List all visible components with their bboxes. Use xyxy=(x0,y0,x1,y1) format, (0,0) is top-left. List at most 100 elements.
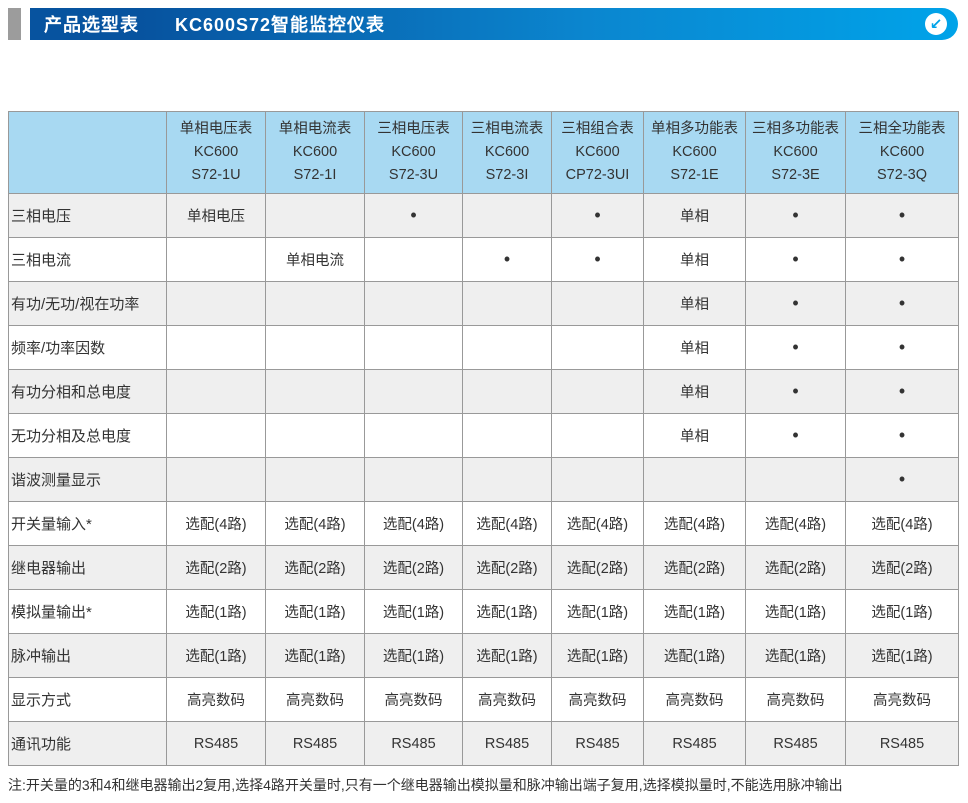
table-row-2: 三相电流 单相电流 • • 单相 • • xyxy=(8,237,959,282)
table-cell xyxy=(166,281,266,326)
table-cell xyxy=(462,457,552,502)
table-cell: • xyxy=(745,413,846,458)
table-cell xyxy=(462,281,552,326)
table-cell: • xyxy=(845,369,959,414)
table-row-11: 脉冲输出 选配(1路) 选配(1路) 选配(1路) 选配(1路) 选配(1路) 选配(1路)… xyxy=(8,633,959,678)
table-cell: RS485 xyxy=(643,721,746,766)
table-row-7: 谐波测量显示 • xyxy=(8,457,959,502)
table-cell: 选配(2路) xyxy=(551,545,644,590)
table-cell: 选配(4路) xyxy=(643,501,746,546)
column-header-7: 三相多功能表 KC600 S72-3E xyxy=(745,111,846,194)
table-cell: • xyxy=(845,281,959,326)
table-cell xyxy=(166,457,266,502)
page-header: 产品选型表 KC600S72智能监控仪表 ↙ xyxy=(0,0,968,48)
table-cell: • xyxy=(745,237,846,282)
table-cell xyxy=(166,325,266,370)
table-cell: • xyxy=(845,413,959,458)
table-cell: • xyxy=(364,193,463,238)
row-label: 频率/功率因数 xyxy=(8,325,167,370)
page-title: 产品选型表 xyxy=(44,15,139,35)
table-cell: RS485 xyxy=(462,721,552,766)
table-cell: 高亮数码 xyxy=(462,677,552,722)
table-cell: • xyxy=(845,457,959,502)
table-cell: • xyxy=(845,325,959,370)
row-label: 有功/无功/视在功率 xyxy=(8,281,167,326)
table-cell xyxy=(462,413,552,458)
table-cell xyxy=(364,413,463,458)
table-cell: RS485 xyxy=(265,721,365,766)
table-cell: • xyxy=(551,193,644,238)
table-cell: 选配(1路) xyxy=(265,633,365,678)
table-cell xyxy=(462,193,552,238)
table-cell xyxy=(364,457,463,502)
table-cell: 高亮数码 xyxy=(166,677,266,722)
table-cell: 选配(2路) xyxy=(643,545,746,590)
table-cell: 高亮数码 xyxy=(551,677,644,722)
table-body: 三相电压 单相电压 • • 单相 • • 三相电流 单相电流 • • 单相 • • 有功/无功/视在功率 单相… xyxy=(8,193,959,766)
table-row-1: 三相电压 单相电压 • • 单相 • • xyxy=(8,193,959,238)
table-cell: 选配(2路) xyxy=(364,545,463,590)
row-label: 模拟量输出* xyxy=(8,589,167,634)
table-cell: • xyxy=(462,237,552,282)
table-cell: 单相电压 xyxy=(166,193,266,238)
table-cell: RS485 xyxy=(845,721,959,766)
table-cell xyxy=(265,281,365,326)
table-cell: 选配(1路) xyxy=(643,633,746,678)
table-row-5: 有功分相和总电度 单相 • • xyxy=(8,369,959,414)
table-cell: 选配(1路) xyxy=(551,589,644,634)
table-cell xyxy=(462,369,552,414)
table-cell: 单相 xyxy=(643,237,746,282)
table-cell: 选配(1路) xyxy=(551,633,644,678)
table-cell: RS485 xyxy=(364,721,463,766)
table-cell xyxy=(265,457,365,502)
table-cell xyxy=(551,369,644,414)
arrow-down-left-icon[interactable]: ↙ xyxy=(925,13,947,35)
row-label: 开关量输入* xyxy=(8,501,167,546)
table-cell xyxy=(265,325,365,370)
table-cell: 选配(1路) xyxy=(166,589,266,634)
table-row-10: 模拟量输出* 选配(1路) 选配(1路) 选配(1路) 选配(1路) 选配(1路) 选配(1… xyxy=(8,589,959,634)
table-cell xyxy=(364,325,463,370)
table-cell: 选配(2路) xyxy=(166,545,266,590)
table-cell xyxy=(265,369,365,414)
table-cell xyxy=(364,281,463,326)
table-cell: 选配(4路) xyxy=(166,501,266,546)
table-row-13: 通讯功能 RS485 RS485 RS485 RS485 RS485 RS485 RS485 R… xyxy=(8,721,959,766)
table-cell: 选配(1路) xyxy=(845,589,959,634)
table-cell xyxy=(462,325,552,370)
table-cell: 选配(4路) xyxy=(265,501,365,546)
table-cell: • xyxy=(845,237,959,282)
table-cell: RS485 xyxy=(745,721,846,766)
title-bar: 产品选型表 KC600S72智能监控仪表 ↙ xyxy=(30,8,958,40)
table-cell: 选配(1路) xyxy=(745,633,846,678)
table-cell: 选配(1路) xyxy=(364,589,463,634)
table-cell xyxy=(265,413,365,458)
table-cell: • xyxy=(745,369,846,414)
table-cell: 选配(4路) xyxy=(364,501,463,546)
footnote: 注:开关量的3和4和继电器输出2复用,选择4路开关量时,只有一个继电器输出模拟量… xyxy=(8,777,843,793)
row-label: 谐波测量显示 xyxy=(8,457,167,502)
table-cell: 高亮数码 xyxy=(745,677,846,722)
table-cell: 选配(1路) xyxy=(364,633,463,678)
table-cell: • xyxy=(845,193,959,238)
table-cell: 选配(1路) xyxy=(265,589,365,634)
table-cell: • xyxy=(551,237,644,282)
table-cell: • xyxy=(745,193,846,238)
table-row-6: 无功分相及总电度 单相 • • xyxy=(8,413,959,458)
table-cell xyxy=(364,237,463,282)
table-cell: RS485 xyxy=(166,721,266,766)
table-cell xyxy=(551,325,644,370)
table-cell: 单相 xyxy=(643,369,746,414)
page-subtitle: KC600S72智能监控仪表 xyxy=(175,15,386,35)
table-cell: • xyxy=(745,281,846,326)
table-row-12: 显示方式 高亮数码 高亮数码 高亮数码 高亮数码 高亮数码 高亮数码 高亮数码 高亮数码 xyxy=(8,677,959,722)
table-cell xyxy=(551,413,644,458)
row-label: 无功分相及总电度 xyxy=(8,413,167,458)
row-label: 脉冲输出 xyxy=(8,633,167,678)
table-cell: 高亮数码 xyxy=(643,677,746,722)
table-cell: 选配(1路) xyxy=(643,589,746,634)
table-row-4: 频率/功率因数 单相 • • xyxy=(8,325,959,370)
product-selection-table: 单相电压表 KC600 S72-1U 单相电流表 KC600 S72-1I 三相电压表 KC6… xyxy=(8,111,959,766)
table-cell xyxy=(745,457,846,502)
table-cell: • xyxy=(745,325,846,370)
